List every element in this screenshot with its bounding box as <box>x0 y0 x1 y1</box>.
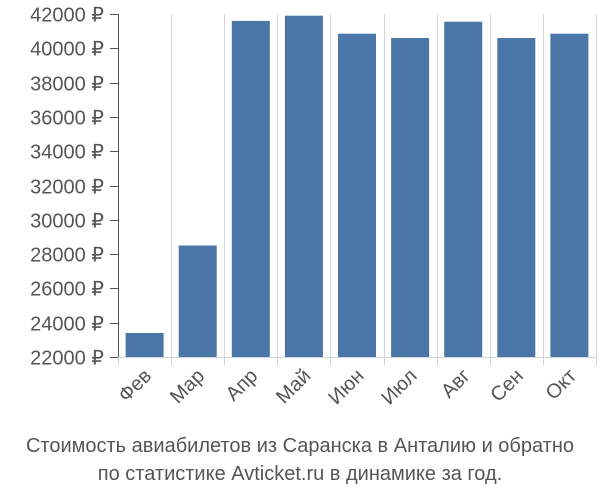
x-tick-label: Сен <box>486 365 527 406</box>
bar-Май <box>284 15 323 357</box>
bar-Апр <box>231 20 270 358</box>
caption-line-1: Стоимость авиабилетов из Саранска в Анта… <box>25 435 575 457</box>
x-tick-label: Авг <box>437 365 475 403</box>
x-tick-label: Июл <box>377 365 421 409</box>
bar-Сен <box>497 38 536 357</box>
x-tick-label: Май <box>272 365 315 408</box>
bar-Июн <box>338 33 376 357</box>
bar-Окт <box>550 33 589 357</box>
axis-layer <box>110 14 596 358</box>
x-tick-label: Мар <box>166 365 209 408</box>
y-tick-labels: 22000 ₽ 24000 ₽ 26000 ₽ 28000 ₽ 30000 ₽ 32000… <box>30 5 104 370</box>
bars-layer <box>125 15 589 358</box>
bar-chart: 22000 ₽ 24000 ₽ 26000 ₽ 28000 ₽ 30000 ₽ 32000… <box>30 5 597 409</box>
x-tick-labels: Фев Мар Апр Май Июн Июл Авг Сен Окт <box>114 365 581 409</box>
y-tick-label: 28000 ₽ <box>30 245 104 267</box>
x-tick-label: Фев <box>114 365 156 407</box>
chart-caption: Стоимость авиабилетов из Саранска в Анта… <box>0 432 600 488</box>
y-tick-label: 22000 ₽ <box>30 348 104 370</box>
bar-Мар <box>178 245 217 357</box>
bar-Авг <box>444 21 483 357</box>
y-tick-label: 26000 ₽ <box>30 279 104 301</box>
y-tick-label: 32000 ₽ <box>30 177 104 199</box>
x-tick-label: Июн <box>324 365 368 409</box>
y-tick-label: 30000 ₽ <box>30 211 104 233</box>
x-tick-label: Окт <box>542 365 581 404</box>
y-tick-label: 38000 ₽ <box>30 74 104 96</box>
x-tick-label: Апр <box>222 365 263 406</box>
y-tick-label: 24000 ₽ <box>30 314 104 336</box>
bar-Фев <box>125 333 164 357</box>
caption-line-2: по статистике Avticket.ru в динамике за … <box>97 463 503 485</box>
y-tick-label: 40000 ₽ <box>30 39 104 61</box>
y-tick-label: 42000 ₽ <box>30 5 104 27</box>
bar-Июл <box>391 38 430 357</box>
y-tick-label: 36000 ₽ <box>30 108 104 130</box>
grid-layer <box>118 14 597 365</box>
y-tick-label: 34000 ₽ <box>30 142 104 164</box>
